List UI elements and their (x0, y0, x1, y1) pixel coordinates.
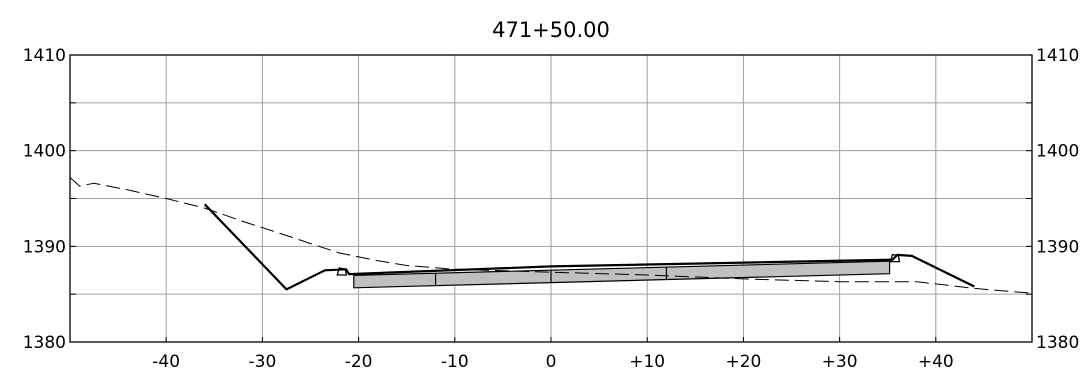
y-tick-label-left: 1410 (23, 46, 66, 66)
x-tick-label: 0 (546, 352, 557, 372)
axis-labels: -40 -30 -20 -10 0 +10 +20 +30 +40 1380 1380 1390 139… (23, 46, 1080, 372)
y-tick-label-left: 1390 (23, 237, 66, 257)
y-tick-label-left: 1380 (23, 333, 66, 353)
y-tick-label-right: 1400 (1036, 142, 1079, 162)
grid (70, 54, 1032, 343)
profile-lines (69, 177, 1033, 294)
x-tick-label: +30 (822, 352, 858, 372)
y-tick-label-left: 1400 (23, 142, 66, 162)
y-tick-label-right: 1410 (1036, 46, 1079, 66)
x-tick-label: -30 (249, 352, 277, 372)
y-tick-label-right: 1380 (1036, 333, 1079, 353)
tick-marks (70, 54, 1032, 343)
x-tick-label: +10 (629, 352, 665, 372)
x-tick-label: +40 (918, 352, 954, 372)
y-tick-label-right: 1390 (1036, 237, 1079, 257)
design-section-line (203, 203, 975, 291)
x-tick-label: -10 (441, 352, 469, 372)
chart-title: 471+50.00 (492, 18, 610, 42)
x-tick-label: +20 (725, 352, 761, 372)
x-tick-label: -20 (345, 352, 373, 372)
existing-ground-line (69, 177, 1033, 294)
x-tick-label: -40 (152, 352, 180, 372)
